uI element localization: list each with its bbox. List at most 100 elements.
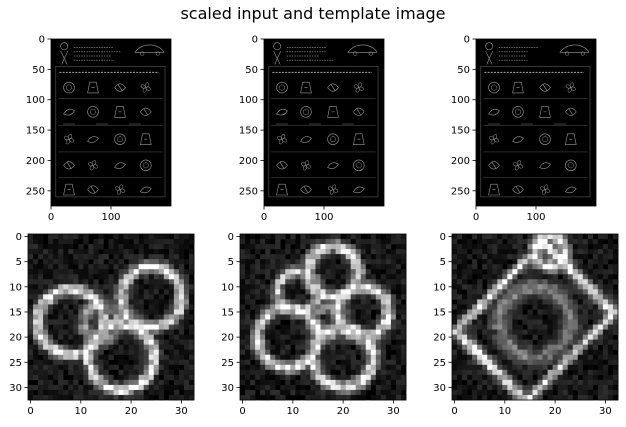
panel-5-xtick: 10 <box>286 400 299 417</box>
panel-5-ytick: 0 <box>228 232 240 243</box>
svg-text:100: 100 <box>239 95 258 106</box>
panel-5-image <box>240 234 407 401</box>
panel-4-ytick: 5 <box>16 257 28 268</box>
svg-text:20: 20 <box>9 333 22 344</box>
svg-text:5: 5 <box>228 257 234 268</box>
panel-2-ytick: 250 <box>239 186 264 197</box>
svg-text:0: 0 <box>464 35 470 46</box>
panel-6-xtick: 0 <box>451 400 458 417</box>
svg-text:50: 50 <box>457 65 470 76</box>
svg-text:250: 250 <box>239 186 258 197</box>
svg-text:250: 250 <box>451 186 470 197</box>
panel-4-image <box>28 234 195 401</box>
panel-3-ytick: 150 <box>451 126 476 137</box>
panel-6-xtick: 20 <box>549 400 561 417</box>
svg-text:10: 10 <box>498 406 511 417</box>
panel-3-ytick: 250 <box>451 186 476 197</box>
panel-4-xtick: 0 <box>27 400 34 417</box>
panel-3-xtick: 0 <box>473 206 479 223</box>
panel-4-xtick: 30 <box>175 400 188 417</box>
panel-2-ytick: 0 <box>252 35 264 46</box>
panel-2-xtick: 0 <box>261 206 267 223</box>
svg-text:20: 20 <box>337 406 350 417</box>
panel-5-xtick: 0 <box>239 400 246 417</box>
svg-text:5: 5 <box>440 257 446 268</box>
panel-5-ytick: 30 <box>221 383 240 394</box>
panel-1-ytick: 100 <box>26 95 51 106</box>
svg-text:100: 100 <box>314 212 333 223</box>
panel-2-xtick: 100 <box>314 206 334 223</box>
svg-text:10: 10 <box>9 282 22 293</box>
panel-5-ytick: 10 <box>221 282 240 293</box>
panel-4-ytick: 20 <box>9 333 28 344</box>
panel-4-ytick: 0 <box>16 232 28 243</box>
panel-4-xtick: 20 <box>125 400 138 417</box>
panel-6-xtick: 10 <box>498 400 511 417</box>
panel-3-ytick: 50 <box>457 65 476 76</box>
panel-1-xtick: 100 <box>101 206 121 223</box>
panel-5-xtick: 20 <box>337 400 350 417</box>
panel-6-image <box>452 234 619 401</box>
panel-6-ytick: 25 <box>433 358 452 369</box>
panel-3-ytick: 200 <box>451 156 476 167</box>
svg-text:0: 0 <box>228 232 234 243</box>
panel-3: 0 100 0 50 100 150 200 250 <box>451 35 597 223</box>
panel-1-ytick: 250 <box>26 186 51 197</box>
svg-text:0: 0 <box>440 232 446 243</box>
panel-1-ytick: 0 <box>39 35 51 46</box>
svg-text:10: 10 <box>433 282 446 293</box>
panel-2-ytick: 100 <box>239 95 264 106</box>
panel-5: 0 10 20 30 0 5 10 15 20 25 30 <box>221 232 407 417</box>
svg-text:30: 30 <box>9 383 22 394</box>
panel-3-ytick: 100 <box>451 95 476 106</box>
svg-text:20: 20 <box>125 406 138 417</box>
panel-5-ytick: 15 <box>221 307 240 318</box>
panel-2-ytick: 150 <box>239 126 264 137</box>
svg-text:10: 10 <box>221 282 234 293</box>
panel-5-xtick: 30 <box>387 400 400 417</box>
svg-text:10: 10 <box>286 406 299 417</box>
panel-3-xtick: 100 <box>526 206 546 223</box>
panel-3-image <box>476 39 596 206</box>
panel-1-image <box>51 39 171 206</box>
svg-text:50: 50 <box>32 65 45 76</box>
panel-2-ytick: 50 <box>245 65 264 76</box>
svg-text:25: 25 <box>433 358 446 369</box>
panel-1-xtick: 0 <box>48 206 54 223</box>
panel-6-ytick: 0 <box>440 232 452 243</box>
svg-text:0: 0 <box>239 406 245 417</box>
figure-title: scaled input and template image <box>180 4 446 23</box>
panel-6-xtick: 30 <box>599 400 612 417</box>
panel-2: 0 100 0 50 100 150 200 250 <box>239 35 385 223</box>
panel-4: 0 10 20 30 0 5 10 15 20 25 30 <box>9 232 195 417</box>
panel-5-ytick: 5 <box>228 257 240 268</box>
svg-text:50: 50 <box>245 65 258 76</box>
svg-text:30: 30 <box>221 383 234 394</box>
svg-text:25: 25 <box>221 358 234 369</box>
svg-text:15: 15 <box>221 307 234 318</box>
panel-5-ytick: 25 <box>221 358 240 369</box>
svg-text:0: 0 <box>252 35 258 46</box>
panel-3-ytick: 0 <box>464 35 476 46</box>
svg-text:15: 15 <box>433 307 446 318</box>
panel-6-ytick: 15 <box>433 307 452 318</box>
svg-text:150: 150 <box>26 126 45 137</box>
svg-text:0: 0 <box>16 232 22 243</box>
svg-text:10: 10 <box>74 406 87 417</box>
svg-text:0: 0 <box>473 212 479 223</box>
svg-text:100: 100 <box>526 212 545 223</box>
panel-1-ytick: 200 <box>26 156 51 167</box>
svg-text:30: 30 <box>433 383 446 394</box>
svg-text:100: 100 <box>101 212 120 223</box>
svg-text:100: 100 <box>26 95 45 106</box>
svg-text:25: 25 <box>9 358 22 369</box>
svg-text:0: 0 <box>39 35 45 46</box>
svg-text:20: 20 <box>433 333 446 344</box>
svg-text:30: 30 <box>599 406 612 417</box>
panel-4-ytick: 10 <box>9 282 28 293</box>
panel-1: 0 100 0 50 100 150 200 250 <box>26 35 172 223</box>
svg-text:100: 100 <box>451 95 470 106</box>
svg-text:0: 0 <box>27 406 33 417</box>
svg-text:200: 200 <box>451 156 470 167</box>
